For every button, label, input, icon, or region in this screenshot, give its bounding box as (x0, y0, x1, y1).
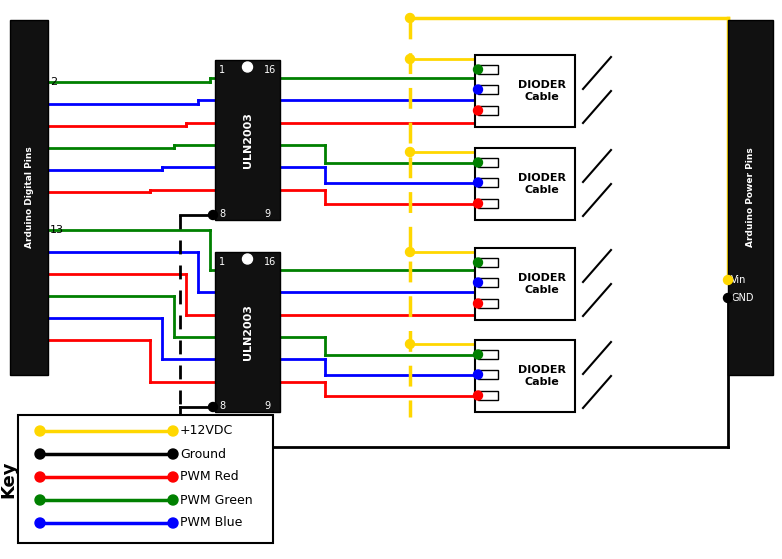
Text: PWM Red: PWM Red (180, 471, 239, 484)
Circle shape (406, 54, 414, 64)
Circle shape (473, 65, 482, 74)
Circle shape (406, 248, 414, 257)
Circle shape (473, 178, 482, 187)
Text: ULN2003: ULN2003 (242, 112, 253, 168)
Text: 1: 1 (219, 65, 225, 75)
Circle shape (209, 211, 217, 220)
Circle shape (242, 254, 253, 264)
Circle shape (168, 472, 178, 482)
Bar (478, 258, 498, 267)
Text: DIODER
Cable: DIODER Cable (518, 80, 566, 102)
Bar (18, 415, 273, 543)
Bar (478, 158, 498, 167)
Bar (478, 299, 498, 308)
Bar (475, 248, 575, 320)
Circle shape (35, 472, 45, 482)
Circle shape (168, 495, 178, 505)
Bar (478, 85, 498, 94)
Circle shape (473, 258, 482, 267)
Circle shape (242, 62, 253, 72)
Text: 8: 8 (219, 401, 225, 411)
Text: 8: 8 (219, 209, 225, 219)
Circle shape (473, 299, 482, 308)
Circle shape (473, 350, 482, 359)
Circle shape (35, 495, 45, 505)
Bar (728, 20, 773, 375)
Text: Arduino Power Pins: Arduino Power Pins (746, 148, 755, 248)
Text: Vin: Vin (731, 275, 746, 285)
Text: DIODER
Cable: DIODER Cable (518, 173, 566, 195)
Bar (478, 65, 498, 74)
Circle shape (473, 370, 482, 379)
Bar (478, 370, 498, 379)
Bar (478, 350, 498, 359)
Circle shape (723, 276, 733, 285)
Text: Arduino Digital Pins: Arduino Digital Pins (24, 146, 34, 248)
Text: DIODER
Cable: DIODER Cable (518, 365, 566, 387)
Bar (475, 55, 575, 127)
Text: 16: 16 (264, 65, 276, 75)
Circle shape (168, 518, 178, 528)
Bar (10, 20, 48, 375)
Bar (475, 148, 575, 220)
Text: 1: 1 (219, 257, 225, 267)
Text: Key: Key (0, 460, 17, 498)
Circle shape (473, 391, 482, 400)
Text: PWM Green: PWM Green (180, 494, 253, 506)
Circle shape (406, 339, 414, 348)
Text: 2: 2 (50, 77, 57, 87)
Circle shape (473, 278, 482, 287)
Bar (478, 278, 498, 287)
Bar (215, 252, 280, 412)
Circle shape (723, 293, 733, 302)
Text: DIODER
Cable: DIODER Cable (518, 273, 566, 295)
Bar (478, 391, 498, 400)
Text: +12VDC: +12VDC (180, 424, 233, 438)
Circle shape (35, 518, 45, 528)
Text: GND: GND (731, 293, 754, 303)
Text: 13: 13 (50, 225, 64, 235)
Circle shape (209, 402, 217, 411)
Text: 9: 9 (264, 209, 270, 219)
Text: ULN2003: ULN2003 (242, 304, 253, 360)
Circle shape (35, 449, 45, 459)
Circle shape (473, 158, 482, 167)
Bar (478, 106, 498, 115)
Bar (215, 60, 280, 220)
Circle shape (406, 148, 414, 157)
Circle shape (168, 449, 178, 459)
Bar (475, 340, 575, 412)
Text: 9: 9 (264, 401, 270, 411)
Text: PWM Blue: PWM Blue (180, 517, 242, 529)
Circle shape (473, 199, 482, 208)
Bar (478, 199, 498, 208)
Circle shape (35, 426, 45, 436)
Circle shape (168, 426, 178, 436)
Bar (478, 178, 498, 187)
Text: Ground: Ground (180, 448, 226, 461)
Circle shape (406, 13, 414, 22)
Text: 16: 16 (264, 257, 276, 267)
Circle shape (473, 85, 482, 94)
Circle shape (473, 106, 482, 115)
